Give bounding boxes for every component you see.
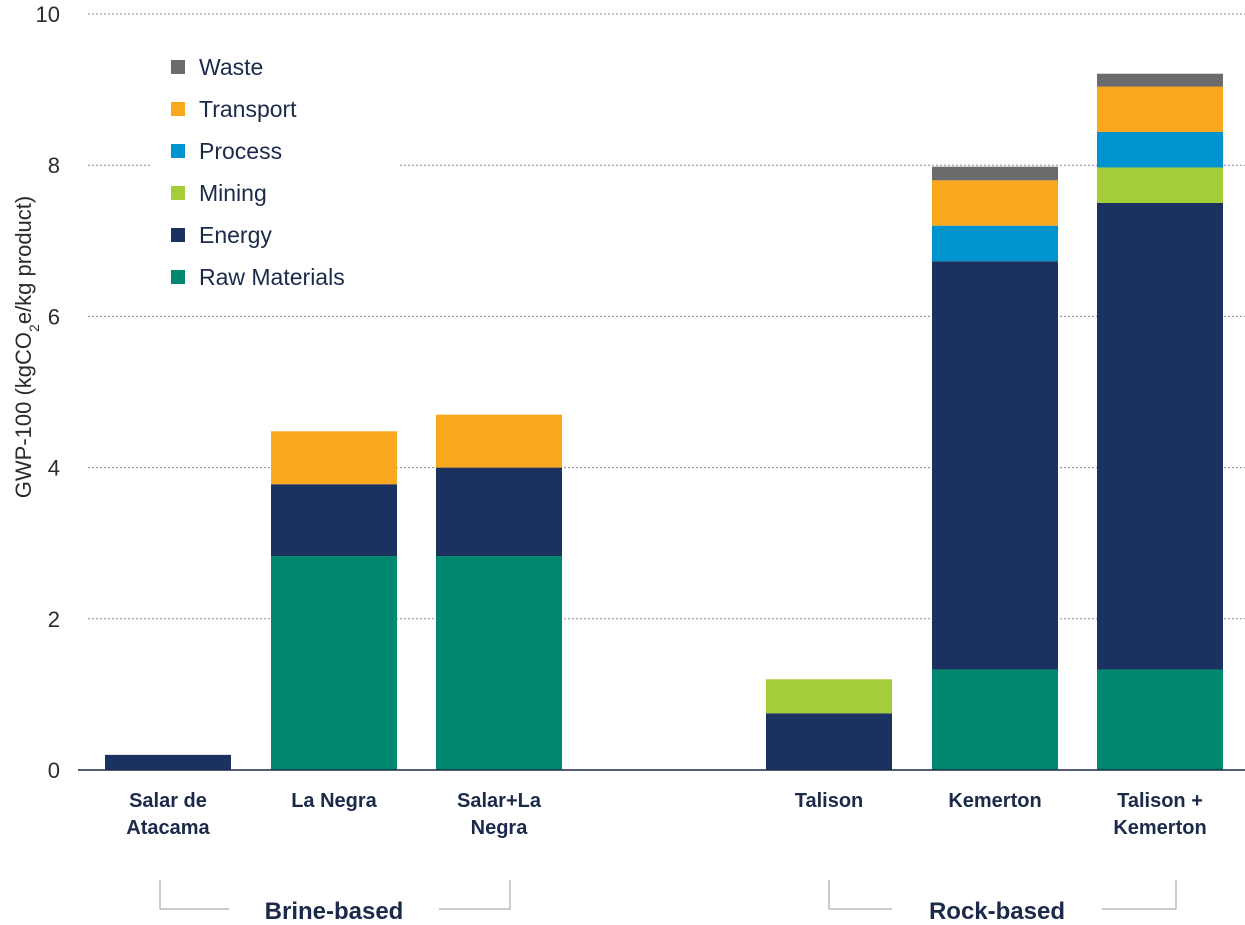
group-label: Brine-based bbox=[265, 898, 404, 925]
legend-label: Transport bbox=[199, 96, 297, 122]
category-label: Salar de bbox=[129, 790, 207, 812]
legend-swatch bbox=[171, 102, 185, 116]
legend-label: Energy bbox=[199, 222, 272, 248]
bar-segment bbox=[932, 225, 1058, 262]
group-bracket-right bbox=[439, 880, 511, 910]
category-label: Kemerton bbox=[1113, 817, 1206, 839]
y-tick-label: 10 bbox=[36, 2, 60, 27]
category-label: Kemerton bbox=[948, 790, 1041, 812]
bar-segment bbox=[1097, 73, 1223, 87]
legend-swatch bbox=[171, 270, 185, 284]
y-tick-label: 2 bbox=[48, 607, 60, 632]
y-axis-label: GWP-100 (kgCO2e/kg product) bbox=[11, 196, 42, 498]
group-label: Rock-based bbox=[929, 898, 1065, 925]
group-labels: Brine-based Rock-based bbox=[159, 880, 1177, 925]
bar-segment bbox=[932, 669, 1058, 770]
legend-label: Raw Materials bbox=[199, 264, 345, 290]
bar-segment bbox=[932, 166, 1058, 181]
group-bracket-left bbox=[159, 880, 229, 910]
bar-segment bbox=[766, 713, 892, 770]
legend: Waste Transport Process Mining Energy Raw Mat… bbox=[150, 40, 400, 308]
category-label: Talison + bbox=[1117, 790, 1203, 812]
category-label: Salar+La bbox=[457, 790, 542, 812]
group-bracket-left bbox=[828, 880, 892, 910]
bar-segment bbox=[1097, 203, 1223, 670]
category-label: Talison bbox=[795, 790, 864, 812]
bar-segment bbox=[271, 431, 397, 485]
bar-segment bbox=[436, 556, 562, 770]
group-bracket-right bbox=[1102, 880, 1177, 910]
category-labels: Salar de Atacama La Negra Salar+La Negra Tali… bbox=[126, 790, 1206, 839]
bar-segment bbox=[1097, 131, 1223, 168]
bar-segment bbox=[1097, 167, 1223, 203]
category-label: Atacama bbox=[126, 817, 210, 839]
bar-segment bbox=[436, 467, 562, 557]
legend-swatch bbox=[171, 144, 185, 158]
y-tick-label: 8 bbox=[48, 153, 60, 178]
category-label: La Negra bbox=[291, 790, 377, 812]
axes: 0 2 4 6 8 10 bbox=[36, 2, 1245, 783]
bar-segment bbox=[271, 556, 397, 770]
y-tick-label: 4 bbox=[48, 456, 60, 481]
category-label: Negra bbox=[471, 817, 529, 839]
legend-swatch bbox=[171, 186, 185, 200]
bar-segment bbox=[932, 261, 1058, 670]
legend-label: Mining bbox=[199, 180, 267, 206]
y-tick-label: 6 bbox=[48, 304, 60, 329]
bars bbox=[105, 73, 1223, 770]
legend-swatch bbox=[171, 228, 185, 242]
legend-label: Process bbox=[199, 138, 282, 164]
legend-swatch bbox=[171, 60, 185, 74]
bar-segment bbox=[932, 180, 1058, 226]
bar-segment bbox=[1097, 86, 1223, 132]
bar-segment bbox=[1097, 669, 1223, 770]
y-tick-label: 0 bbox=[48, 758, 60, 783]
legend-label: Waste bbox=[199, 54, 263, 80]
bar-segment bbox=[271, 484, 397, 557]
bar-segment bbox=[766, 679, 892, 714]
legend-background bbox=[150, 40, 400, 308]
bar-segment bbox=[436, 414, 562, 468]
bar-segment bbox=[105, 754, 231, 770]
